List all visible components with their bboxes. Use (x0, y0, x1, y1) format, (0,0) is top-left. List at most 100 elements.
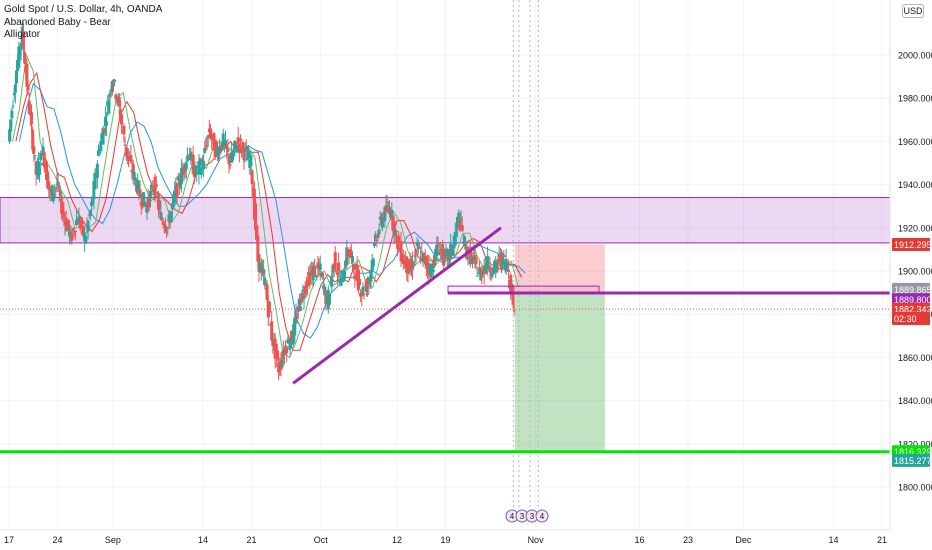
candle-body (254, 203, 258, 231)
candle-body (150, 185, 154, 188)
candle-body (353, 275, 357, 280)
candle-body (12, 93, 16, 96)
candle-body (168, 220, 172, 224)
candle-body (66, 219, 70, 232)
candle-body (331, 264, 335, 273)
candle-body (297, 298, 301, 306)
price-tag (892, 453, 930, 467)
resistance-zone[interactable] (0, 197, 891, 244)
candle-body (475, 275, 479, 277)
candle-body (56, 181, 60, 186)
candle-body (9, 119, 13, 132)
candle-body (390, 209, 394, 219)
candle-body (293, 317, 297, 336)
candle-body (95, 163, 99, 178)
candle-body (27, 100, 31, 114)
candle-body (217, 154, 221, 157)
candle-body (414, 250, 418, 255)
candle-body (436, 242, 440, 246)
candle-body (42, 152, 46, 168)
candle-body (209, 128, 213, 139)
event-badge-label: 4 (540, 512, 545, 521)
candle-body (38, 168, 42, 175)
candle-body (219, 149, 223, 152)
x-tick-label: 23 (683, 535, 693, 545)
candle-body (184, 162, 188, 170)
y-tick-label: 1940.000 (898, 180, 932, 190)
currency-button[interactable]: USD (902, 4, 924, 18)
candle-body (108, 93, 112, 96)
candle-body (401, 254, 405, 265)
candle-body (178, 182, 182, 188)
candle-body (242, 153, 246, 161)
candle-body (250, 170, 254, 185)
candle-body (8, 129, 12, 142)
candle-body (169, 211, 173, 222)
candle-body (466, 256, 470, 259)
candle-body (48, 189, 52, 192)
candle-body (399, 240, 403, 262)
candle-body (312, 266, 316, 277)
candle-body (81, 226, 85, 237)
symbol-title[interactable]: Gold Spot / U.S. Dollar, 4h, OANDA (4, 4, 163, 15)
candle-body (384, 205, 388, 213)
candle-body (429, 270, 433, 278)
candle-body (351, 255, 355, 263)
candle-body (334, 271, 338, 273)
y-tick-label: 1980.000 (898, 94, 932, 104)
candle-body (385, 204, 389, 209)
candle-body (342, 270, 346, 280)
candle-body (205, 145, 209, 147)
candle-body (422, 252, 426, 256)
event-badge[interactable] (535, 509, 549, 523)
candle-body (25, 63, 29, 87)
candle-body (302, 294, 306, 299)
price-tag-label: 1816.329 (894, 447, 932, 457)
candle-body (120, 114, 124, 125)
candle-body (387, 207, 391, 214)
candle-body (159, 212, 163, 220)
take-profit-zone[interactable] (514, 293, 605, 452)
candle-body (295, 317, 299, 319)
candle-body (240, 147, 244, 154)
candle-body (255, 227, 259, 239)
x-tick-label: 14 (198, 535, 208, 545)
x-tick-label: 16 (634, 535, 644, 545)
indicator-alligator[interactable]: Alligator (4, 29, 41, 40)
stop-loss-zone[interactable] (514, 244, 605, 294)
candle-body (489, 272, 493, 277)
candle-body (349, 250, 353, 257)
grid-lines (0, 0, 890, 530)
candle-body (442, 248, 446, 266)
candle-body (405, 256, 409, 274)
ascending-trendline[interactable] (292, 226, 502, 385)
candle-body (308, 273, 312, 285)
indicator-abandoned-baby[interactable]: Abandoned Baby - Bear (4, 16, 111, 28)
candle-body (245, 157, 249, 161)
candle-body (473, 254, 477, 259)
candle-body (114, 94, 118, 99)
candle-body (213, 139, 217, 157)
price-tag (892, 282, 930, 296)
candle-body (316, 262, 320, 269)
x-tick-label: Sep (105, 535, 121, 545)
candle-body (393, 229, 397, 236)
candle-body (340, 270, 344, 274)
x-tick-label: Nov (528, 535, 545, 545)
candle-body (198, 159, 202, 166)
candle-body (433, 255, 437, 267)
y-tick-label: 1900.000 (898, 267, 932, 277)
candle-body (413, 255, 417, 257)
price-tag (892, 312, 930, 326)
candle-body (504, 258, 508, 271)
price-tag (892, 237, 930, 251)
candle-body (145, 205, 149, 213)
candle-body (224, 140, 228, 146)
candle-body (13, 84, 17, 93)
candle-body (226, 149, 230, 152)
time-axis[interactable] (0, 530, 890, 550)
y-tick-label: 1860.000 (898, 353, 932, 363)
